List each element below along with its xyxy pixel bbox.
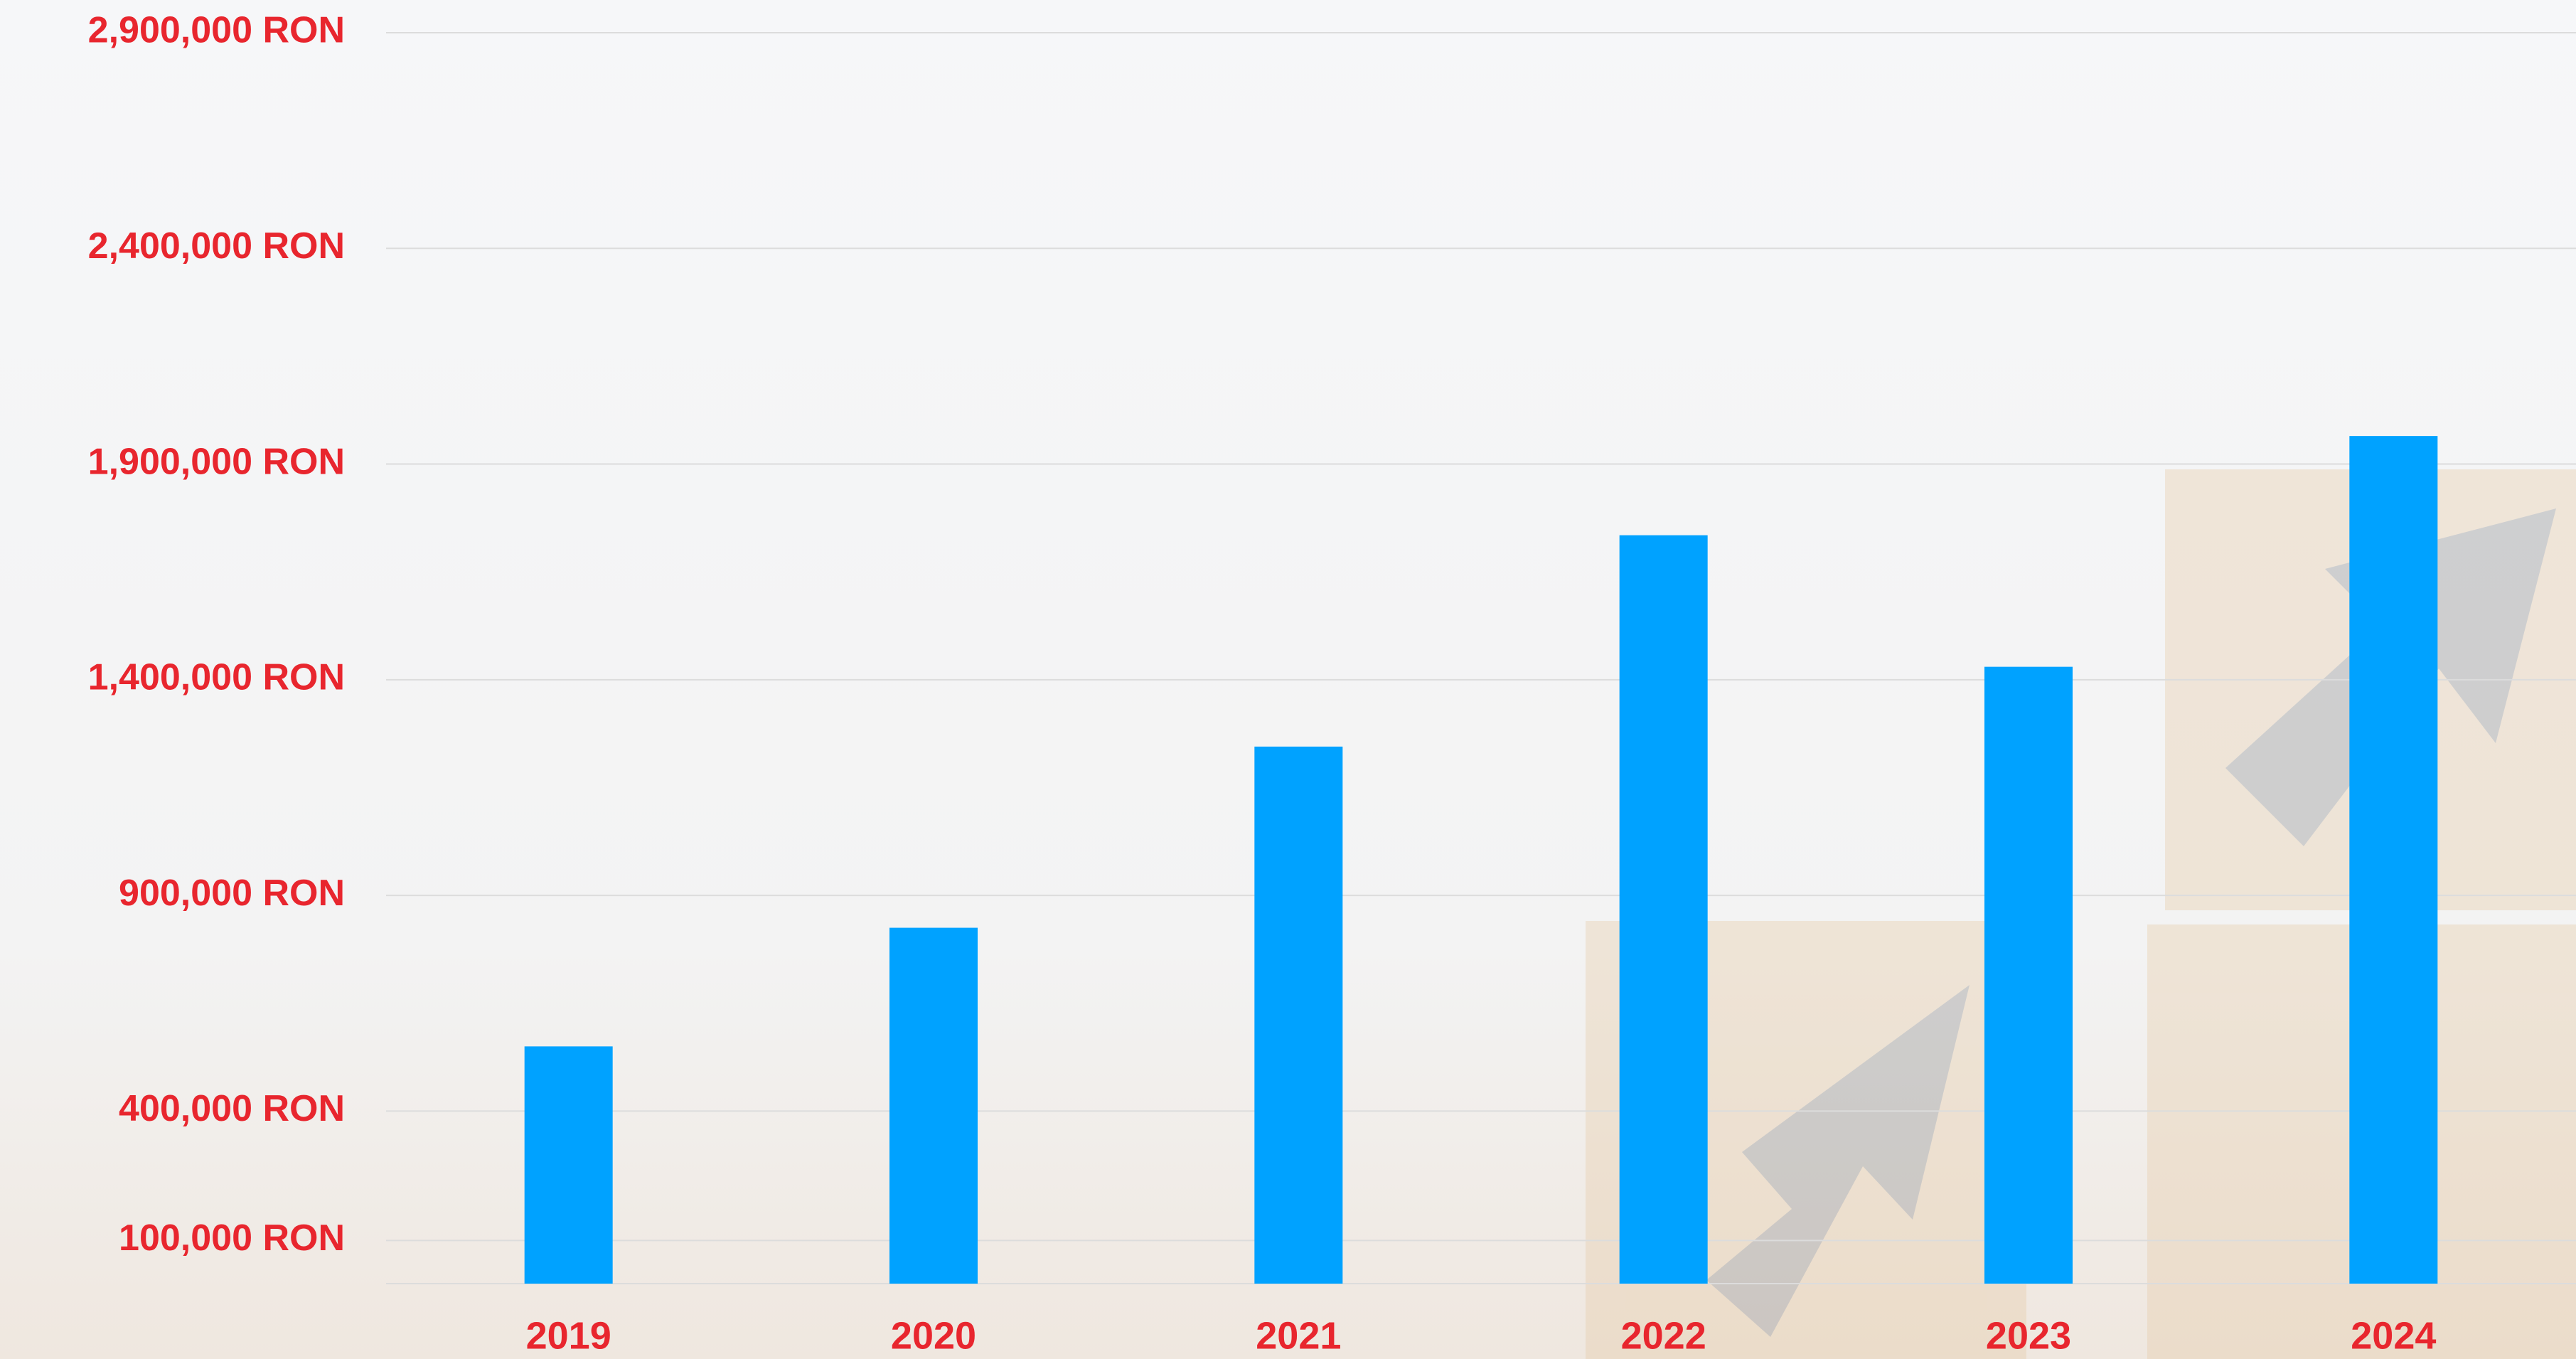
y-tick-label: 100,000 RON <box>119 1217 345 1259</box>
x-tick-label: 2024 <box>2351 1314 2436 1357</box>
x-tick-label: 2020 <box>891 1314 976 1357</box>
y-tick-label: 2,900,000 RON <box>88 10 345 51</box>
y-tick-label: 2,400,000 RON <box>88 225 345 267</box>
x-tick-label: 2021 <box>1256 1314 1341 1357</box>
y-tick-label: 1,400,000 RON <box>88 657 345 698</box>
bar <box>1254 746 1343 1284</box>
y-tick-label: 900,000 RON <box>119 873 345 914</box>
bar <box>524 1046 613 1284</box>
y-tick-label: 400,000 RON <box>119 1088 345 1129</box>
bar <box>2349 436 2438 1284</box>
x-tick-label: 2019 <box>526 1314 611 1357</box>
bar <box>889 927 978 1284</box>
y-tick-label: 1,900,000 RON <box>88 441 345 482</box>
x-tick-label: 2022 <box>1621 1314 1706 1357</box>
x-tick-label: 2023 <box>1986 1314 2071 1357</box>
bar <box>1619 535 1708 1284</box>
bar <box>1984 666 2073 1284</box>
